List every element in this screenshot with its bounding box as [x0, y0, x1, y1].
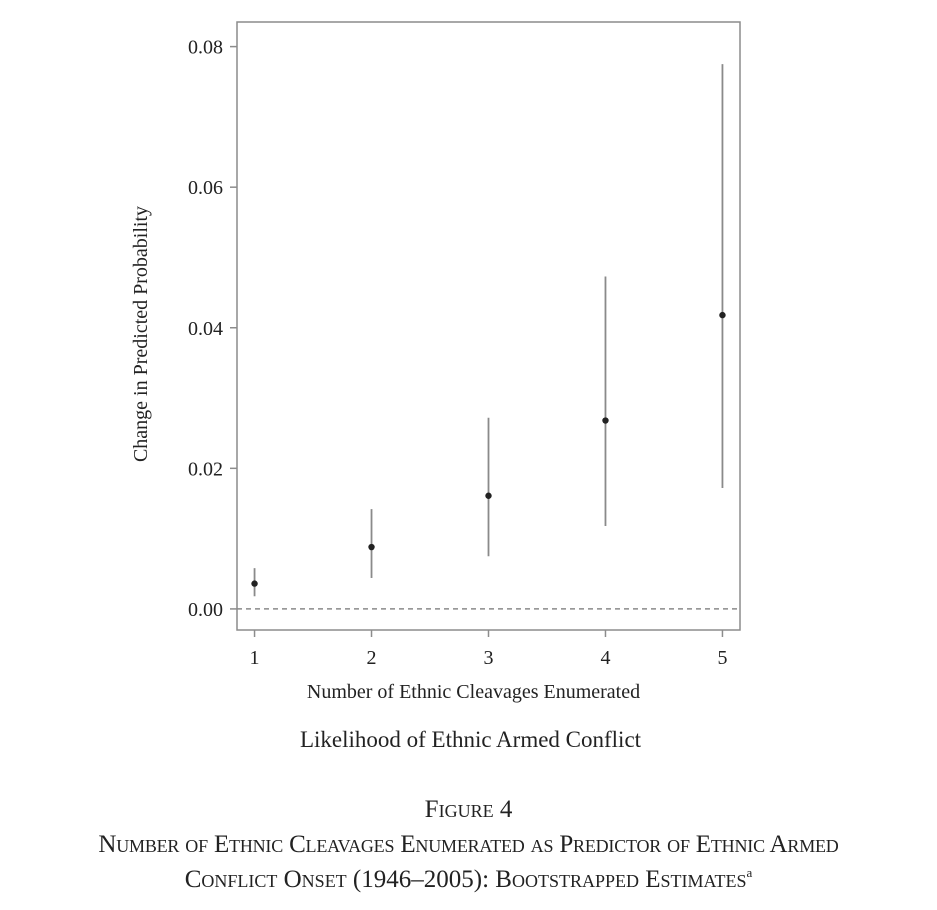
- point-estimate: [719, 311, 726, 319]
- x-tick-label: 5: [717, 647, 727, 669]
- figure-label: Figure 4: [0, 796, 937, 824]
- point-estimates: [251, 311, 726, 587]
- point-estimate: [485, 492, 492, 499]
- confidence-intervals: [253, 64, 724, 597]
- chart: 0.00 0.02 0.04 0.06 0.08 1 2 3 4 5 Change in Pre…: [130, 21, 741, 752]
- y-tick-label: 0.06: [188, 177, 223, 199]
- figure-caption-line-1: Number of Ethnic Cleavages Enumerated as…: [0, 831, 937, 859]
- figure-caption-line-2: Conflict Onset (1946–2005): Bootstrapped…: [0, 865, 937, 894]
- x-axis-label: Number of Ethnic Cleavages Enumerated: [307, 681, 640, 703]
- point-estimate: [368, 543, 375, 551]
- y-tick-label: 0.04: [188, 318, 223, 340]
- x-tick-label: 3: [484, 647, 494, 669]
- y-tick-label: 0.00: [188, 599, 223, 621]
- x-tick-label: 2: [367, 647, 377, 669]
- figure-label-text: Figure 4: [424, 796, 513, 823]
- y-tick-label: 0.02: [188, 458, 223, 480]
- footnote-marker: a: [746, 865, 753, 880]
- y-axis-label: Change in Predicted Probability: [130, 206, 152, 462]
- x-tick-label: 4: [600, 647, 610, 669]
- y-axis: 0.00 0.02 0.04 0.06 0.08: [188, 37, 237, 621]
- y-tick-label: 0.08: [188, 37, 223, 59]
- x-tick-label: 1: [250, 647, 260, 669]
- chart-subtitle: Likelihood of Ethnic Armed Conflict: [300, 727, 642, 752]
- x-axis: 1 2 3 4 5: [250, 630, 727, 669]
- figure-caption-line-1-text: Number of Ethnic Cleavages Enumerated as…: [98, 831, 839, 858]
- point-estimate: [602, 417, 609, 424]
- figure-caption-line-2-text: Conflict Onset (1946–2005): Bootstrapped…: [184, 866, 747, 893]
- point-estimate: [251, 580, 258, 587]
